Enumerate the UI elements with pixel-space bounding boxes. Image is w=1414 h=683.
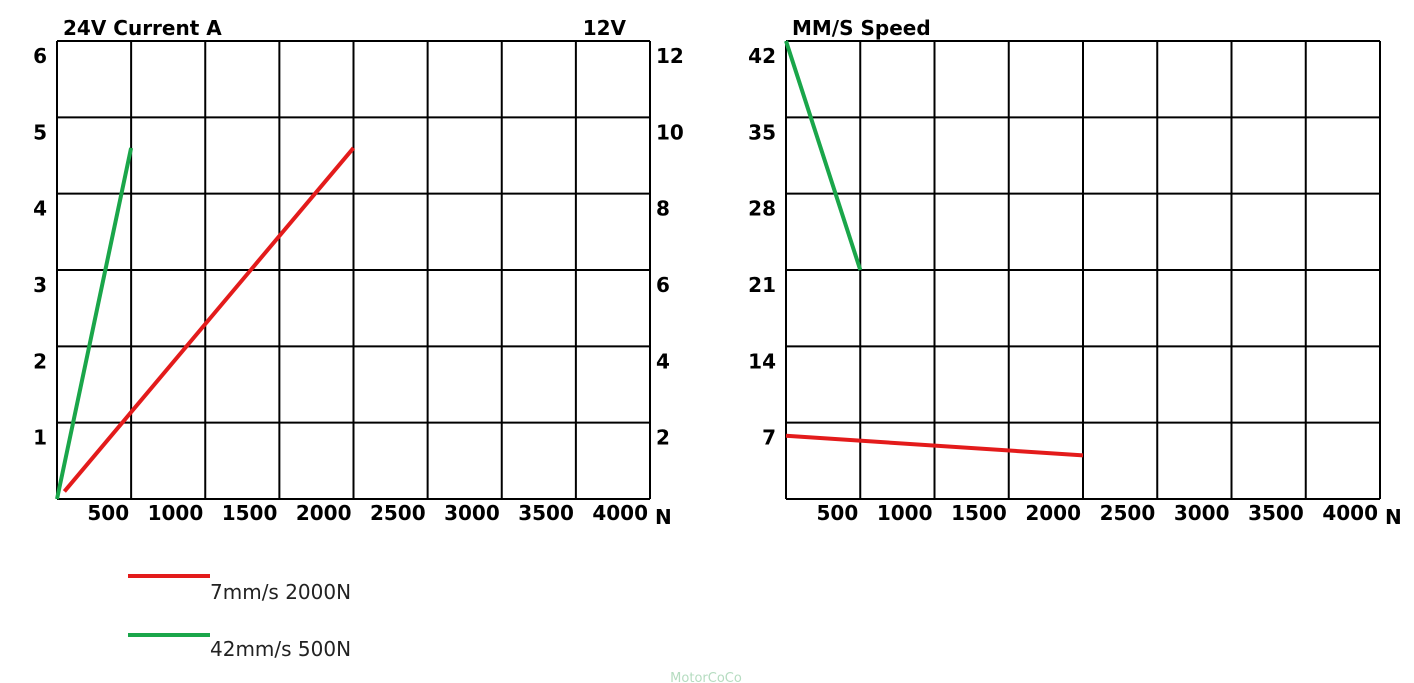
chart-speed-x-tick-label: 500 xyxy=(817,501,859,525)
chart-speed-x-tick-label: 2000 xyxy=(1025,501,1081,525)
chart-speed-y-tick-label: 35 xyxy=(748,120,776,144)
chart-current: 24V Current A 12V 500 1000 1500 2000 2500 3000 3… xyxy=(33,16,684,529)
chart-current-x-tick-label: 4000 xyxy=(592,501,648,525)
chart-current-y-tick-label: 3 xyxy=(33,273,47,297)
chart-speed-y-tick-label: 21 xyxy=(748,273,776,297)
chart-current-series-line-red xyxy=(62,146,356,493)
chart-current-y2-tick-label: 8 xyxy=(656,197,670,221)
chart-current-y-tick-label: 1 xyxy=(33,426,47,450)
chart-speed-x-tick-label: 4000 xyxy=(1322,501,1378,525)
chart-current-x-tick-label: 1500 xyxy=(222,501,278,525)
chart-speed-x-tick-label: 3000 xyxy=(1174,501,1230,525)
legend: 7mm/s 2000N 42mm/s 500N xyxy=(128,574,351,661)
chart-speed-series-line-red xyxy=(785,433,1084,458)
chart-speed-y-tick-label: 42 xyxy=(748,44,776,68)
chart-current-y-tick-label: 5 xyxy=(33,120,47,144)
chart-current-x-tick-label: 2000 xyxy=(296,501,352,525)
chart-speed-x-tick-label: 1500 xyxy=(951,501,1007,525)
chart-current-title: 24V Current A xyxy=(63,16,222,40)
chart-speed-series-line-green xyxy=(784,40,863,271)
chart-current-x-tick-label: 3000 xyxy=(444,501,500,525)
chart-current-y2-tick-label: 10 xyxy=(656,120,684,144)
legend-label: 7mm/s 2000N xyxy=(210,580,351,604)
chart-current-x-tick-label: 500 xyxy=(87,501,129,525)
chart-current-y2-tick-label: 6 xyxy=(656,273,670,297)
chart-current-y2-tick-label: 4 xyxy=(656,349,670,373)
chart-speed-title: MM/S Speed xyxy=(792,16,931,40)
chart-current-y-tick-label: 4 xyxy=(33,197,47,221)
chart-current-x-tick-label: 1000 xyxy=(148,501,204,525)
chart-speed-x-tick-label: 1000 xyxy=(877,501,933,525)
chart-speed: MM/S Speed 500 1000 1500 2000 2500 3000 3500 400… xyxy=(748,16,1402,529)
chart-current-x-tick-label: 2500 xyxy=(370,501,426,525)
legend-label: 42mm/s 500N xyxy=(210,637,351,661)
chart-current-right-axis-title: 12V xyxy=(583,16,627,40)
chart-current-y2-tick-label: 12 xyxy=(656,44,684,68)
chart-speed-y-tick-label: 7 xyxy=(762,426,776,450)
chart-speed-x-tick-label: 2500 xyxy=(1100,501,1156,525)
chart-speed-y-tick-label: 14 xyxy=(748,349,776,373)
chart-current-x-axis-label: N xyxy=(655,505,672,529)
watermark-text: MotorCoCo xyxy=(670,671,742,683)
chart-speed-y-tick-label: 28 xyxy=(748,197,776,221)
chart-current-y2-tick-label: 2 xyxy=(656,426,670,450)
chart-current-y-tick-label: 6 xyxy=(33,44,47,68)
chart-current-y-tick-label: 2 xyxy=(33,349,47,373)
chart-current-series-line-green xyxy=(55,147,134,500)
chart-speed-x-tick-label: 3500 xyxy=(1248,501,1304,525)
chart-current-x-tick-label: 3500 xyxy=(518,501,574,525)
chart-speed-x-axis-label: N xyxy=(1385,505,1402,529)
